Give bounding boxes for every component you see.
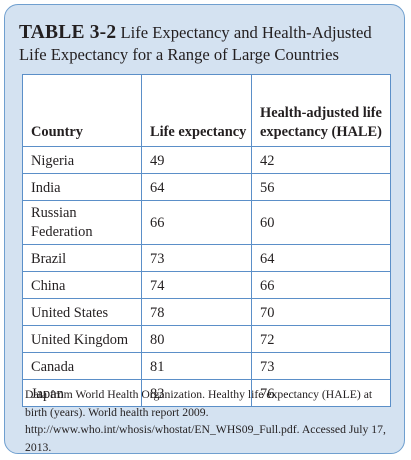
data-table-wrapper: Country Life expectancy Health-adjusted … [22, 74, 391, 407]
column-header-country: Country [22, 74, 142, 147]
table-cell-life: 64 [141, 173, 252, 201]
table-title-text: Life Expectancy and Health-Adjusted Life… [19, 23, 372, 64]
table-source-note: Data from World Health Organization. Hea… [25, 388, 386, 454]
table-title: TABLE 3-2 Life Expectancy and Health-Adj… [19, 22, 391, 66]
table-cell-country: Canada [22, 352, 142, 380]
table-cell-country: Nigeria [22, 146, 142, 174]
table-cell-country: India [22, 173, 142, 201]
table-cell-hale: 70 [251, 298, 391, 326]
life-expectancy-table: Country Life expectancy Health-adjusted … [22, 74, 391, 407]
table-cell-hale: 76 [251, 379, 391, 407]
table-cell-life: 81 [141, 352, 252, 380]
table-row: Canada 81 73 [22, 352, 391, 380]
table-cell-hale: 60 [251, 200, 391, 245]
table-cell-country: United Kingdom [22, 325, 142, 353]
table-cell-life: 78 [141, 298, 252, 326]
table-row: United States 78 70 [22, 298, 391, 326]
table-row: China 74 66 [22, 271, 391, 299]
table-row: Japan 83 76 [22, 379, 391, 407]
table-cell-country: China [22, 271, 142, 299]
table-cell-life: 83 [141, 379, 252, 407]
table-cell-country: Russian Federation [22, 200, 142, 245]
table-cell-hale: 73 [251, 352, 391, 380]
table-body: Nigeria 49 42 India 64 56 Russian Federation 66… [22, 146, 391, 407]
table-cell-country: Brazil [22, 244, 142, 272]
column-header-hale: Health-adjusted life expectancy (HALE) [251, 74, 391, 147]
table-label: TABLE 3-2 [19, 22, 117, 43]
table-header-row: Country Life expectancy Health-adjusted … [22, 74, 391, 147]
table-row: United Kingdom 80 72 [22, 325, 391, 353]
table-row: India 64 56 [22, 173, 391, 201]
table-row: Nigeria 49 42 [22, 146, 391, 174]
table-cell-hale: 64 [251, 244, 391, 272]
table-cell-hale: 42 [251, 146, 391, 174]
table-cell-life: 66 [141, 200, 252, 245]
table-cell-life: 49 [141, 146, 252, 174]
table-cell-life: 73 [141, 244, 252, 272]
table-cell-hale: 56 [251, 173, 391, 201]
table-cell-life: 80 [141, 325, 252, 353]
table-row: Brazil 73 64 [22, 244, 391, 272]
table-cell-country: United States [22, 298, 142, 326]
table-cell-hale: 72 [251, 325, 391, 353]
table-cell-hale: 66 [251, 271, 391, 299]
table-row: Russian Federation 66 60 [22, 200, 391, 245]
table-cell-life: 74 [141, 271, 252, 299]
table-cell-country: Japan [22, 379, 142, 407]
column-header-life-expectancy: Life expectancy [141, 74, 252, 147]
